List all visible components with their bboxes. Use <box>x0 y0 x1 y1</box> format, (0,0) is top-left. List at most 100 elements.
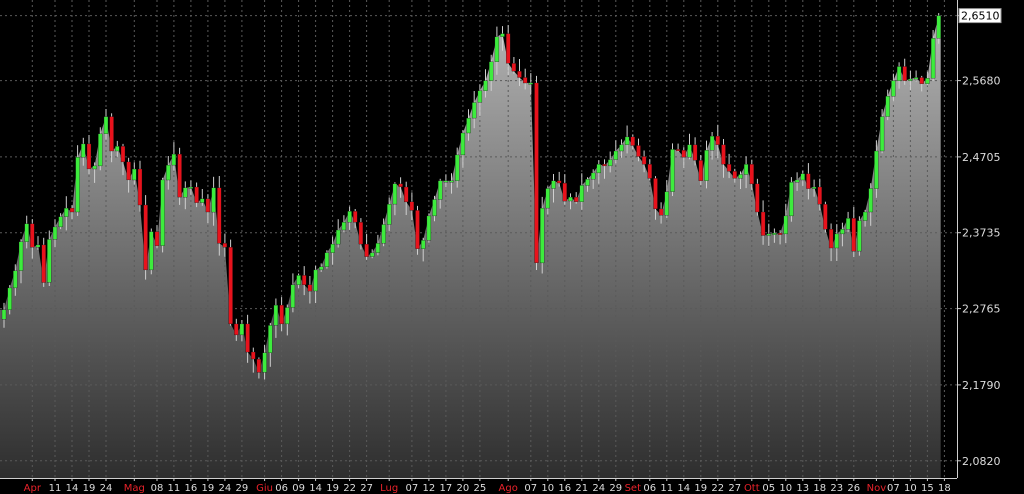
candle <box>375 234 381 256</box>
candle-body-down <box>307 284 313 292</box>
candle-body-down <box>806 173 811 189</box>
candle <box>290 273 296 313</box>
candle-body-up <box>319 266 324 271</box>
candle-body-down <box>251 351 256 360</box>
x-day-label: 06 <box>275 483 288 494</box>
candle-body-up <box>936 15 941 39</box>
area-layer <box>0 15 941 478</box>
candle-body-up <box>585 179 590 186</box>
candle <box>47 230 52 286</box>
candle-body-down <box>364 243 369 257</box>
x-day-label: 11 <box>168 483 181 494</box>
x-day-label: 17 <box>440 483 453 494</box>
candle <box>273 298 279 338</box>
candle <box>251 347 256 373</box>
candle-body-up <box>421 240 426 249</box>
candle-body-up <box>64 207 69 217</box>
candle <box>370 249 375 259</box>
candle-body-down <box>630 136 635 146</box>
candle <box>52 219 58 248</box>
candle <box>698 155 703 186</box>
x-month-label: Nov <box>867 483 887 494</box>
x-day-label: 23 <box>830 483 843 494</box>
x-day-label: 27 <box>360 483 373 494</box>
candle-body-up <box>268 325 273 353</box>
candle <box>851 207 856 257</box>
candle-body-up <box>381 224 386 244</box>
candle <box>608 151 613 173</box>
candle <box>41 237 46 287</box>
candle-body-up <box>857 220 862 252</box>
candle-body-down <box>732 171 737 179</box>
candle <box>443 174 449 187</box>
candle <box>13 264 18 296</box>
candle <box>636 138 641 162</box>
candle-body-up <box>262 352 267 373</box>
candle-body-down <box>511 63 517 72</box>
candle-body-up <box>426 215 432 241</box>
candle <box>415 205 420 255</box>
candle <box>806 163 811 200</box>
candle-body-up <box>98 133 103 167</box>
candle <box>30 219 35 259</box>
candle <box>313 265 318 303</box>
candle-body-up <box>166 164 171 181</box>
candle <box>913 70 919 82</box>
x-day-label: 10 <box>779 483 792 494</box>
candle-body-up <box>347 211 352 223</box>
candle <box>766 223 771 246</box>
candle <box>517 59 522 86</box>
candle-body-up <box>18 241 24 271</box>
candle <box>324 250 330 269</box>
candle-body-up <box>273 304 279 326</box>
candle-body-down <box>749 164 754 185</box>
x-day-label: 26 <box>847 483 860 494</box>
candle <box>704 140 709 189</box>
candle <box>879 109 885 154</box>
candle-body-down <box>404 186 409 203</box>
candle <box>857 216 862 256</box>
candle-body-down <box>636 145 641 157</box>
candle <box>234 318 239 341</box>
x-axis-labels: Apr 11 14 19 24 Mag 08 11 16 19 24 29 Giu 06 09 14 19 22 2… <box>24 483 951 494</box>
candle <box>630 134 635 150</box>
candle-body-down <box>517 71 522 78</box>
candle <box>574 192 579 204</box>
candle <box>896 62 902 89</box>
x-day-label: 29 <box>609 483 622 494</box>
candle-body-down <box>353 211 358 223</box>
candle-body-up <box>670 149 675 192</box>
x-month-label: Giu <box>256 483 273 494</box>
candle <box>596 160 601 184</box>
candle <box>64 196 69 231</box>
candle <box>562 174 567 205</box>
candle <box>551 174 556 203</box>
candle <box>228 239 233 326</box>
candle-body-up <box>925 78 930 84</box>
candle-body-up <box>794 179 800 183</box>
candle <box>98 127 103 171</box>
x-day-label: 19 <box>326 483 339 494</box>
candle-body-up <box>460 132 466 156</box>
candle-body-up <box>687 144 692 158</box>
candle-body-up <box>551 180 556 189</box>
candle-body-down <box>137 168 143 206</box>
candle <box>392 182 398 216</box>
candle-body-up <box>619 144 624 152</box>
candle-body-up <box>743 164 749 175</box>
candle <box>194 182 199 208</box>
candle-body-up <box>772 232 777 235</box>
x-day-label: 24 <box>592 483 605 494</box>
candle <box>675 143 681 153</box>
candle <box>398 177 403 198</box>
candle <box>653 176 658 220</box>
candle <box>381 218 386 247</box>
candle <box>557 171 562 187</box>
candle <box>726 153 732 179</box>
candle-body-up <box>483 80 488 91</box>
candle-body-down <box>823 204 828 230</box>
x-day-label: 29 <box>236 483 249 494</box>
last-value-box <box>958 8 1002 24</box>
candle <box>743 156 749 189</box>
candle <box>449 173 454 194</box>
